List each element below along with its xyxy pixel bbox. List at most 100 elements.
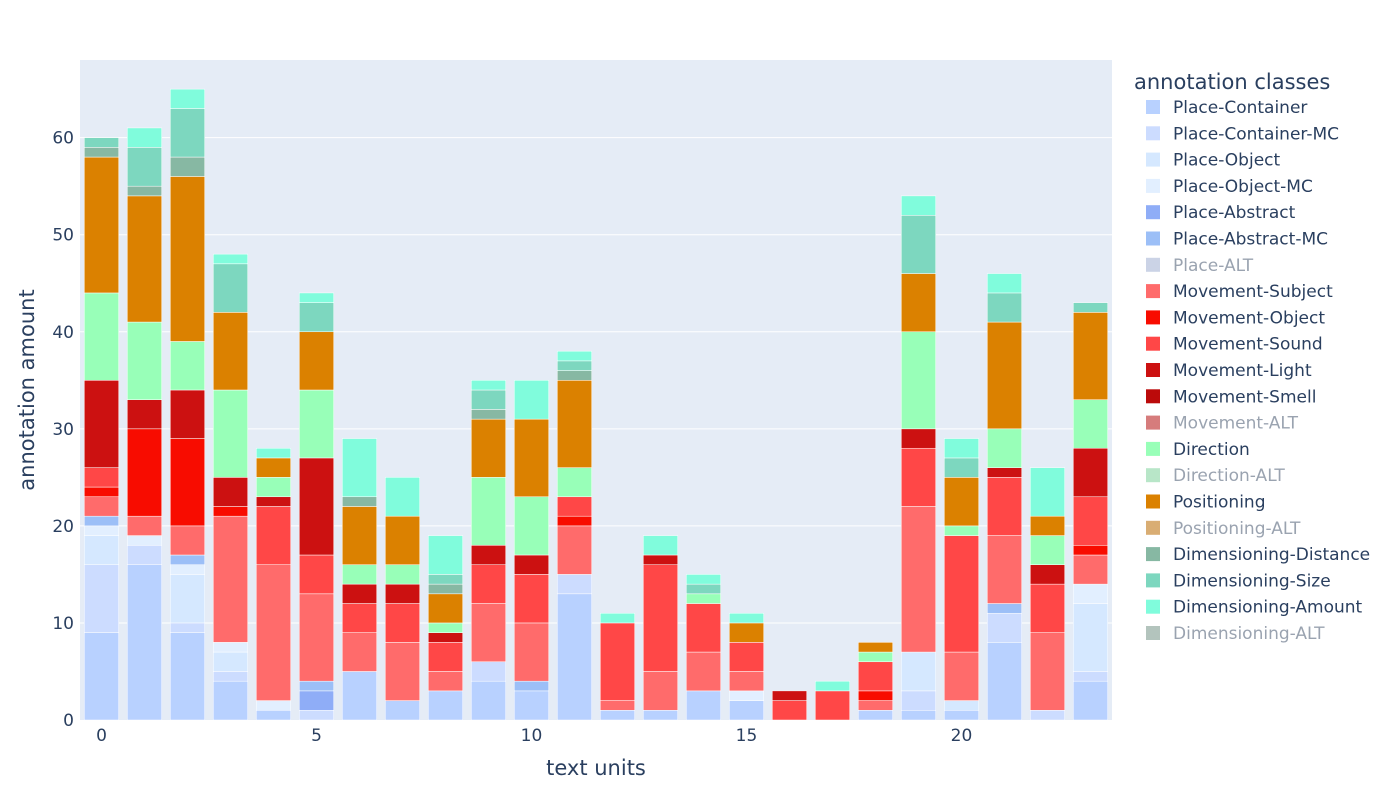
bar-segment-Dimensioning-Amount-7 [385,477,420,517]
legend-swatch-Movement-Smell [1146,389,1160,404]
series-Movement-Subject [84,496,1108,711]
legend-swatch-Place-ALT [1146,257,1160,272]
legend-label-Dimensioning-Size: Dimensioning-Size [1173,571,1331,591]
bar-segment-Dimensioning-Amount-8 [428,535,463,575]
bar-segment-Place-Container-MC-22 [1030,710,1065,721]
bar-segment-Dimensioning-Distance-11 [557,370,592,381]
legend-item-Dimensioning-ALT[interactable]: Dimensioning-ALT [1146,624,1325,644]
series-Place-Abstract [299,690,334,711]
legend-item-Place-Container[interactable]: Place-Container [1146,98,1307,118]
x-tick-label-15: 15 [736,726,758,746]
legend-item-Movement-ALT[interactable]: Movement-ALT [1146,414,1299,434]
legend-item-Positioning[interactable]: Positioning [1146,493,1265,513]
bar-segment-Movement-Light-4 [256,496,291,507]
bar-segment-Place-Object-20 [944,700,979,711]
legend: annotation classes Place-ContainerPlace-… [1134,70,1370,644]
bar-segment-Movement-Subject-0 [84,496,119,517]
bar-segment-Movement-Subject-1 [127,515,162,536]
legend-swatch-Place-Container-MC [1146,126,1160,141]
legend-swatch-Direction-ALT [1146,468,1160,483]
legend-label-Place-Object: Place-Object [1173,151,1281,171]
bar-segment-Dimensioning-Size-0 [84,137,119,148]
legend-item-Positioning-ALT[interactable]: Positioning-ALT [1146,519,1301,539]
bar-segment-Place-Container-MC-19 [901,690,936,711]
legend-item-Dimensioning-Amount[interactable]: Dimensioning-Amount [1146,598,1363,618]
legend-item-Place-Container-MC[interactable]: Place-Container-MC [1146,124,1339,144]
bar-segment-Movement-Sound-5 [299,554,334,595]
legend-item-Place-Object-MC[interactable]: Place-Object-MC [1146,177,1313,197]
bar-segment-Place-Abstract-MC-0 [84,515,119,527]
bar-segment-Movement-Sound-0 [84,467,119,488]
legend-label-Place-Container: Place-Container [1173,98,1307,118]
legend-label-Place-Container-MC: Place-Container-MC [1173,124,1339,144]
bar-segment-Movement-Subject-23 [1073,554,1108,585]
legend-item-Movement-Smell[interactable]: Movement-Smell [1146,387,1316,407]
bar-segment-Movement-Sound-20 [944,535,979,653]
bar-segment-Dimensioning-Size-21 [987,292,1022,323]
legend-label-Direction-ALT: Direction-ALT [1173,466,1285,486]
bar-segment-Movement-Object-1 [127,428,162,517]
bar-segment-Dimensioning-Amount-2 [170,88,205,109]
bar-segment-Dimensioning-Size-8 [428,574,463,585]
bar-segment-Movement-Subject-5 [299,593,334,682]
bar-segment-Movement-Subject-9 [471,603,506,663]
bar-segment-Direction-10 [514,496,549,556]
bar-segment-Dimensioning-Amount-5 [299,292,334,303]
legend-item-Dimensioning-Size[interactable]: Dimensioning-Size [1146,571,1331,591]
legend-label-Dimensioning-Distance: Dimensioning-Distance [1173,545,1370,565]
bar-segment-Dimensioning-Amount-6 [342,438,377,498]
bar-segment-Place-Container-2 [170,632,205,721]
legend-item-Movement-Sound[interactable]: Movement-Sound [1146,335,1323,355]
bar-segment-Place-Container-MC-23 [1073,671,1108,682]
bar-segment-Movement-Sound-11 [557,496,592,517]
bar-segment-Place-Object-3 [213,651,248,672]
legend-item-Place-Object[interactable]: Place-Object [1146,151,1281,171]
bar-segment-Positioning-18 [858,642,893,653]
bar-segment-Place-Container-1 [127,564,162,721]
bar-segment-Dimensioning-Size-9 [471,389,506,410]
legend-item-Place-Abstract[interactable]: Place-Abstract [1146,203,1296,223]
bar-segment-Movement-Sound-7 [385,603,420,643]
bar-segment-Place-Object-MC-23 [1073,583,1108,604]
bar-segment-Direction-4 [256,477,291,498]
bar-segment-Direction-11 [557,467,592,498]
series-Positioning [84,156,1108,653]
legend-swatch-Dimensioning-Distance [1146,547,1160,562]
legend-item-Movement-Light[interactable]: Movement-Light [1146,361,1312,381]
bar-segment-Place-Abstract-MC-10 [514,680,549,692]
bar-segment-Movement-Light-3 [213,477,248,507]
bar-segment-Movement-Subject-21 [987,535,1022,604]
bar-segment-Place-Container-MC-11 [557,574,592,595]
bar-segment-Movement-Light-10 [514,554,549,575]
bar-segment-Dimensioning-Amount-11 [557,350,592,362]
legend-item-Direction-ALT[interactable]: Direction-ALT [1146,466,1285,486]
legend-item-Direction[interactable]: Direction [1146,440,1250,460]
bar-segment-Place-Container-9 [471,680,506,721]
legend-swatch-Movement-Sound [1146,336,1160,351]
legend-item-Movement-Object[interactable]: Movement-Object [1146,308,1325,328]
bar-segment-Place-Object-19 [901,651,936,692]
series-Place-Container-MC [84,545,1108,721]
bar-segment-Dimensioning-Size-2 [170,108,205,158]
bar-segment-Place-Container-6 [342,671,377,721]
bar-segment-Place-Container-23 [1073,680,1108,721]
bar-segment-Movement-Subject-10 [514,622,549,682]
legend-label-Place-Abstract-MC: Place-Abstract-MC [1173,230,1328,250]
bar-segment-Movement-Subject-13 [643,671,678,711]
bar-segment-Place-Abstract-MC-21 [987,603,1022,614]
bar-segment-Dimensioning-Distance-1 [127,185,162,197]
legend-item-Place-ALT[interactable]: Place-ALT [1146,256,1254,276]
legend-item-Movement-Subject[interactable]: Movement-Subject [1146,282,1333,302]
bar-segment-Positioning-9 [471,418,506,478]
legend-item-Place-Abstract-MC[interactable]: Place-Abstract-MC [1146,230,1328,250]
bar-segment-Direction-7 [385,564,420,585]
y-tick-label-50: 50 [52,226,74,246]
legend-item-Dimensioning-Distance[interactable]: Dimensioning-Distance [1146,545,1370,565]
legend-swatch-Place-Abstract [1146,205,1160,220]
series-Place-Object-MC [84,525,1108,711]
legend-swatch-Positioning [1146,494,1160,509]
legend-swatch-Place-Object [1146,152,1160,167]
legend-swatch-Direction [1146,441,1160,456]
bar-segment-Movement-Subject-4 [256,564,291,701]
